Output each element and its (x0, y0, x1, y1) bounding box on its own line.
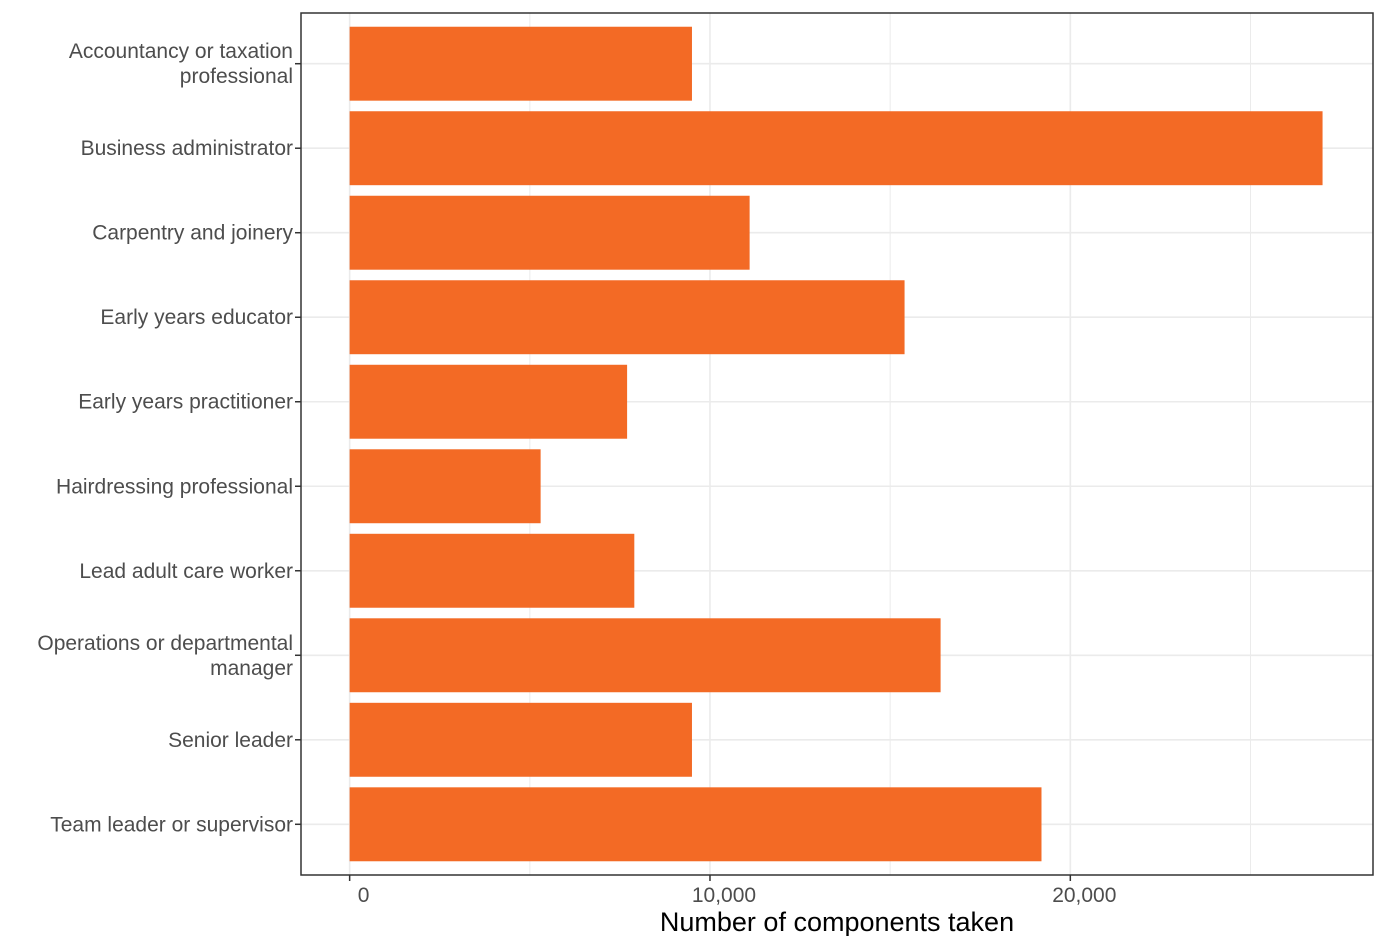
y-tick-label-line: Team leader or supervisor (50, 813, 293, 836)
y-tick-label: Business administrator (81, 137, 293, 160)
y-tick-label: Senior leader (168, 729, 293, 752)
panel-border (300, 12, 1374, 876)
bar (349, 364, 628, 439)
y-axis-labels: Accountancy or taxation professional Busin… (37, 40, 293, 836)
bar (349, 111, 1323, 186)
y-tick-label: Operations or departmental manager (37, 632, 293, 680)
x-axis-ticks (348, 875, 1072, 881)
x-axis-title: Number of components taken (660, 907, 1014, 936)
y-tick-label: Early years educator (100, 306, 293, 329)
y-tick-label: Team leader or supervisor (50, 813, 293, 836)
x-tick-label: 10,000 (692, 884, 756, 907)
y-tick-label-line: professional (180, 65, 293, 88)
x-axis-labels: 0 10,000 20,000 (358, 884, 1117, 907)
y-tick-label: Lead adult care worker (79, 560, 293, 583)
y-tick-label-line: Operations or departmental (37, 632, 293, 655)
y-tick-label: Hairdressing professional (56, 475, 293, 498)
y-tick-label-line: Senior leader (168, 729, 293, 752)
y-tick-label-line: Business administrator (81, 137, 293, 160)
y-tick-label-line: Lead adult care worker (79, 560, 293, 583)
bar (349, 702, 692, 777)
y-tick-label: Accountancy or taxation professional (69, 40, 293, 88)
y-tick-label: Carpentry and joinery (92, 222, 293, 245)
bar (349, 195, 750, 270)
y-tick-label-line: manager (210, 657, 293, 680)
bar (349, 26, 692, 101)
y-tick-label-line: Carpentry and joinery (92, 222, 293, 245)
y-tick-label-line: Hairdressing professional (56, 475, 293, 498)
y-tick-label-line: Accountancy or taxation (69, 40, 293, 63)
bar (349, 449, 541, 524)
x-tick-label: 0 (358, 884, 370, 907)
y-axis-ticks (295, 62, 301, 826)
x-tick-label: 20,000 (1052, 884, 1116, 907)
bars (349, 26, 1323, 862)
bar (349, 618, 941, 693)
bar (349, 533, 635, 608)
bar (349, 280, 905, 355)
y-tick-label-line: Early years educator (100, 306, 293, 329)
y-tick-label-line: Early years practitioner (78, 391, 293, 414)
bar (349, 787, 1042, 862)
y-tick-label: Early years practitioner (78, 391, 293, 414)
